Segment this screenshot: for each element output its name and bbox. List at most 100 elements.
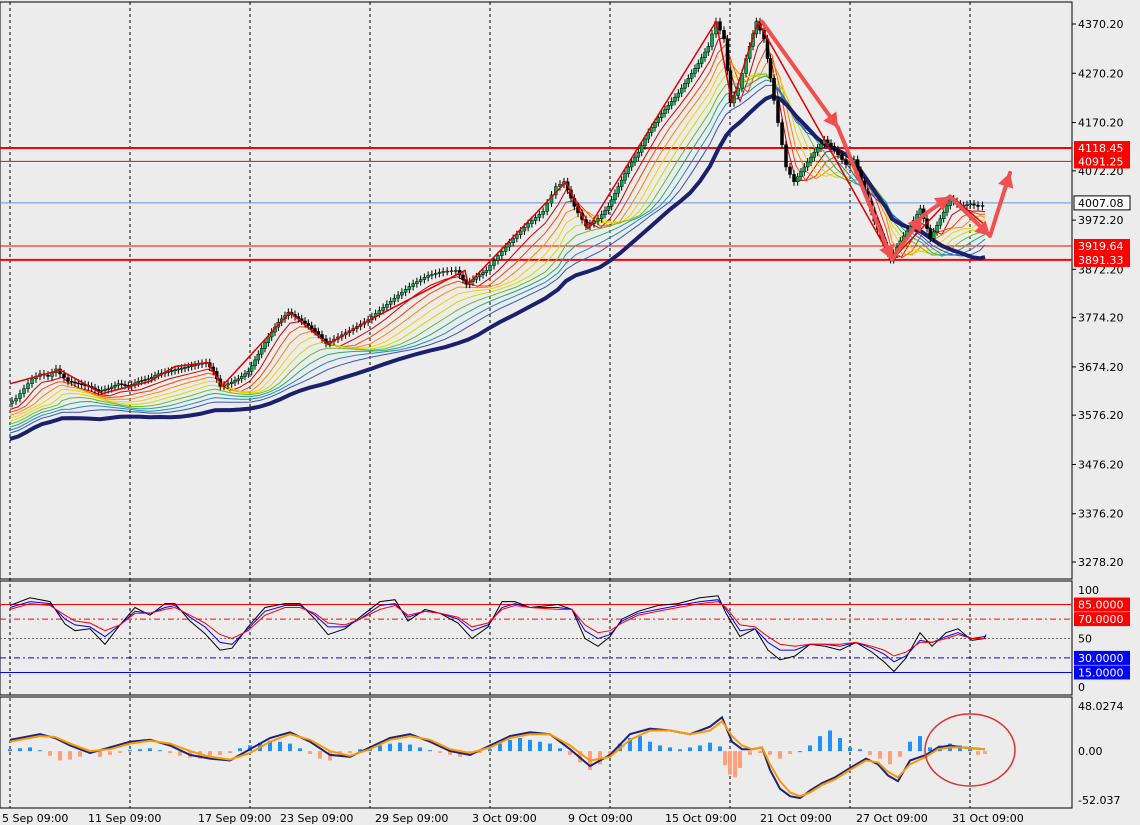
- candle-body: [541, 211, 545, 215]
- candle-body: [299, 318, 304, 322]
- candle-body: [526, 223, 530, 228]
- candle-body: [832, 146, 837, 150]
- macd-histogram-bar: [118, 751, 122, 753]
- candle-body: [189, 365, 194, 367]
- level-tag-label: 3919.64: [1078, 240, 1124, 253]
- macd-histogram-bar: [708, 742, 712, 752]
- candle-body: [503, 246, 508, 252]
- candle-body: [840, 154, 844, 160]
- level-tag-label: 4091.25: [1078, 155, 1124, 168]
- macd-histogram-bar: [98, 751, 102, 757]
- macd-histogram-bar: [648, 741, 652, 752]
- candle-body: [530, 220, 534, 224]
- time-tick-label: 23 Sep 09:00: [280, 812, 353, 825]
- macd-panel: [0, 696, 1073, 809]
- candle-body: [381, 307, 385, 311]
- stochastic-level-label: 85.0000: [1078, 599, 1124, 612]
- candle-body: [123, 384, 127, 386]
- candle-body: [633, 156, 637, 163]
- candle-body: [430, 274, 434, 276]
- macd-histogram-bar: [668, 747, 672, 752]
- candle-body: [676, 92, 681, 98]
- candle-body: [422, 277, 427, 280]
- candle-body: [844, 159, 848, 165]
- candle-body: [226, 383, 230, 386]
- candle-body: [736, 87, 740, 96]
- stochastic-tick-label: 0: [1078, 681, 1085, 694]
- highlight-circle: [924, 713, 1016, 787]
- candle-body: [768, 58, 773, 79]
- macd-histogram-bar: [528, 739, 532, 752]
- level-tag: [1074, 252, 1130, 267]
- candle-body: [616, 186, 621, 194]
- candle-body: [935, 225, 939, 233]
- macd-histogram-bar: [898, 751, 902, 757]
- macd-histogram-bar: [928, 747, 932, 752]
- candle-body: [776, 100, 780, 123]
- candle-body: [938, 218, 943, 226]
- candle-body: [836, 149, 840, 155]
- stochastic-level-tag: [1074, 650, 1130, 665]
- candle-body: [186, 366, 191, 368]
- candle-body: [388, 300, 393, 305]
- macd-histogram-bar: [918, 736, 922, 752]
- candle-body: [18, 393, 22, 399]
- candle-body: [659, 113, 664, 118]
- candle-body: [492, 260, 496, 266]
- candle-body: [656, 117, 661, 123]
- macd-histogram-bar: [658, 745, 662, 752]
- candle-body: [686, 78, 691, 84]
- candle-body: [46, 374, 50, 377]
- macd-histogram-bar: [78, 751, 82, 757]
- candle-body: [669, 101, 674, 106]
- candle-body: [706, 46, 711, 53]
- macd-histogram-bar: [558, 748, 562, 752]
- macd-histogram-bar: [808, 745, 812, 752]
- candle-body: [441, 271, 445, 273]
- arrow-head: [974, 220, 990, 236]
- ribbon-line: [9, 43, 986, 413]
- candle-body: [772, 78, 776, 101]
- candle-body: [30, 378, 34, 385]
- candle-body: [941, 211, 946, 219]
- stochastic-level-tag: [1074, 612, 1130, 627]
- arrow-head: [823, 111, 838, 128]
- candle-body: [945, 205, 949, 213]
- macd-histogram-bar: [976, 751, 980, 755]
- macd-histogram-bar: [678, 749, 682, 752]
- candle-body: [636, 151, 641, 158]
- candle-body: [461, 274, 465, 280]
- macd-tick-label: 48.0274: [1078, 700, 1124, 713]
- candle-body: [653, 122, 657, 128]
- candle-body: [931, 231, 936, 239]
- macd-histogram-bar: [108, 751, 112, 755]
- candle-body: [980, 205, 985, 207]
- arrow-segment: [760, 19, 840, 130]
- candle-body: [415, 281, 419, 284]
- candle-body: [603, 210, 607, 215]
- candle-body: [392, 297, 397, 302]
- candle-body: [500, 251, 504, 256]
- candle-body: [66, 377, 70, 382]
- time-tick-label: 31 Oct 09:00: [952, 812, 1024, 825]
- candle-body: [545, 202, 549, 212]
- macd-histogram-bar: [608, 751, 612, 755]
- macd-histogram-bar: [868, 751, 872, 755]
- candle-body: [689, 73, 694, 79]
- trend-zigzag: [9, 19, 987, 395]
- candle-body: [76, 382, 81, 385]
- arrow-head: [879, 243, 895, 260]
- macd-histogram-bar: [438, 751, 442, 753]
- candle-body: [522, 227, 527, 232]
- time-tick-label: 15 Oct 09:00: [665, 812, 737, 825]
- macd-histogram-bar: [968, 749, 972, 752]
- candle-body: [316, 331, 321, 335]
- candle-body: [239, 376, 244, 380]
- candle-body: [236, 378, 241, 381]
- ribbon-line: [9, 35, 986, 410]
- stochastic-tick-label: 100: [1078, 584, 1099, 597]
- candle-body: [976, 204, 980, 207]
- macd-histogram-bar: [538, 741, 542, 752]
- macd-histogram-bar: [878, 751, 882, 759]
- macd-histogram-bar: [168, 751, 172, 753]
